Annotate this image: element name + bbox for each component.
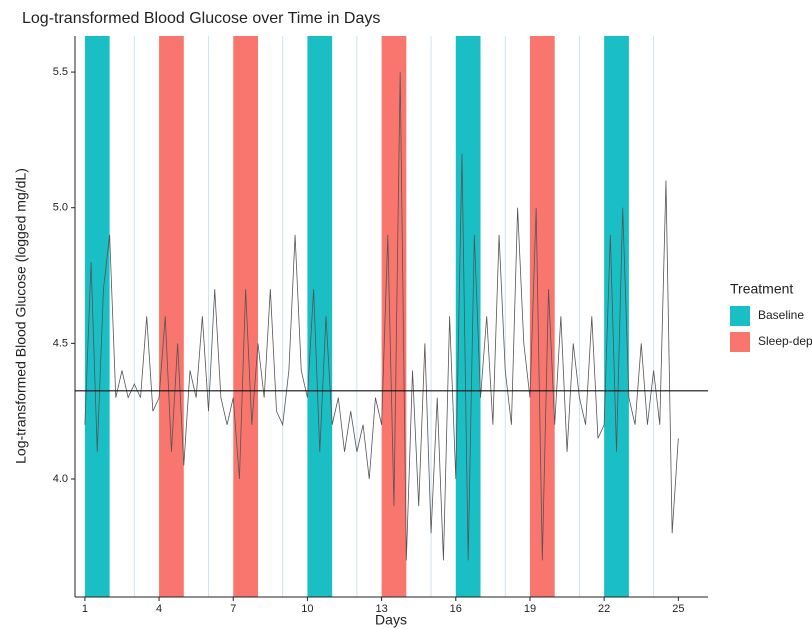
treatment-band	[455, 36, 481, 597]
treatment-band	[307, 36, 333, 597]
treatment-band	[604, 36, 629, 597]
y-axis-label: Log-transformed Blood Glucose (logged mg…	[13, 168, 29, 464]
treatment-band	[529, 36, 555, 597]
x-tick-label: 22	[598, 603, 610, 615]
x-tick-label: 13	[375, 603, 387, 615]
x-tick-label: 4	[156, 603, 162, 615]
legend-label: Baseline	[758, 308, 804, 322]
x-tick-label: 1	[82, 603, 88, 615]
x-tick-label: 10	[301, 603, 313, 615]
x-axis-label: Days	[375, 612, 407, 628]
y-tick-label: 4.5	[53, 337, 68, 349]
treatment-band	[233, 36, 258, 597]
legend-swatch	[730, 306, 750, 326]
x-tick-label: 25	[672, 603, 684, 615]
legend-swatch	[730, 332, 750, 352]
glucose-line	[84, 72, 679, 561]
legend-title: Treatment	[730, 281, 793, 297]
x-tick-label: 16	[450, 603, 462, 615]
x-tick-label: 7	[230, 603, 236, 615]
chart-title: Log-transformed Blood Glucose over Time …	[22, 10, 380, 27]
legend-label: Sleep-dep	[758, 334, 812, 348]
treatment-band	[159, 36, 184, 597]
y-tick-label: 5.0	[53, 202, 68, 214]
y-tick-label: 4.0	[53, 473, 68, 485]
x-tick-label: 19	[524, 603, 536, 615]
y-tick-label: 5.5	[53, 66, 68, 78]
